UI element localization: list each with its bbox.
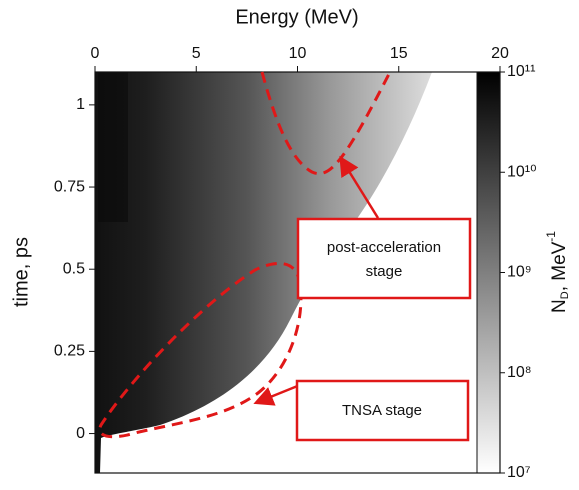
y-tick-label: 1 bbox=[76, 96, 85, 113]
annotation-box bbox=[295, 379, 470, 442]
y-tick-label: 0.25 bbox=[54, 343, 85, 360]
annotation-text: post-acceleration bbox=[327, 239, 441, 256]
x-axis-title: Energy (MeV) bbox=[235, 6, 358, 28]
colorbar-tick-label: 10⁹ bbox=[507, 264, 532, 281]
x-tick-label: 15 bbox=[390, 45, 408, 62]
x-tick-label: 20 bbox=[491, 45, 509, 62]
x-tick-label: 5 bbox=[192, 45, 201, 62]
colorbar-title-sub: D bbox=[559, 291, 571, 299]
colorbar bbox=[477, 72, 500, 473]
colorbar-tick-label: 10¹¹ bbox=[507, 63, 535, 80]
y-tick-label: 0.75 bbox=[54, 178, 85, 195]
annotation-box bbox=[296, 217, 472, 300]
annotation-text: stage bbox=[366, 263, 403, 280]
y-tick-label: 0.5 bbox=[63, 260, 85, 277]
annotation-text: TNSA stage bbox=[342, 402, 422, 419]
x-tick-label: 10 bbox=[289, 45, 307, 62]
y-axis-title: time, ps bbox=[10, 237, 32, 307]
colorbar-title: ND, MeV-1 bbox=[544, 231, 571, 313]
colorbar-tick-label: 10⁷ bbox=[507, 464, 531, 481]
x-tick-label: 0 bbox=[91, 45, 100, 62]
colorbar-title-rest: , MeV bbox=[549, 241, 570, 291]
colorbar-tick-label: 10⁸ bbox=[507, 364, 532, 381]
stage-boundaries bbox=[98, 71, 392, 439]
colorbar-title-sup: -1 bbox=[544, 231, 558, 242]
y-tick-label: 0 bbox=[76, 425, 85, 442]
colorbar-title-main: N bbox=[549, 299, 570, 313]
arrows bbox=[253, 155, 380, 406]
colorbar-tick-label: 10¹⁰ bbox=[507, 163, 537, 180]
